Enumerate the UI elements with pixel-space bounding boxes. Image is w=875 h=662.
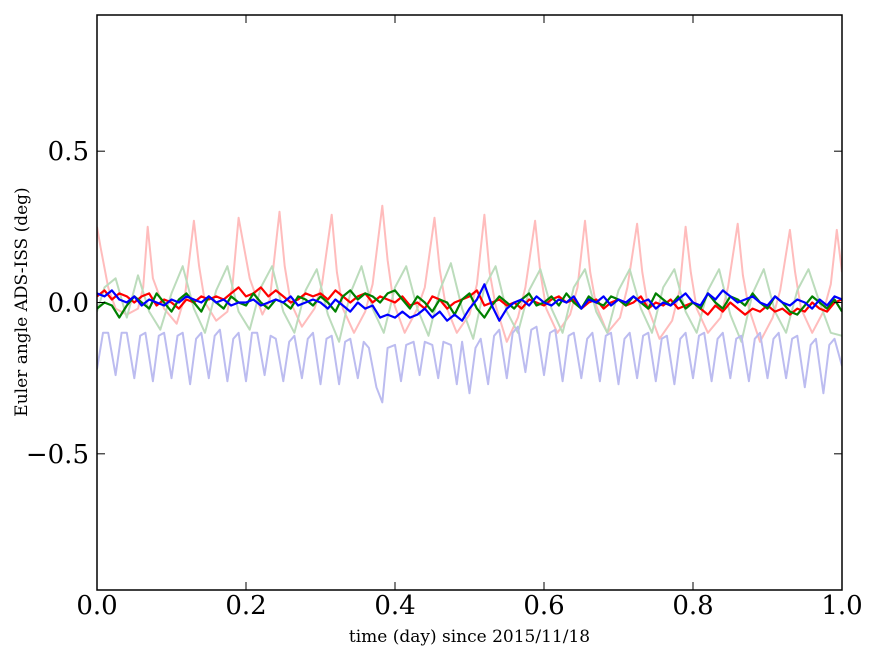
series-line-3 xyxy=(97,325,842,404)
x-tick-label: 0.2 xyxy=(225,591,266,621)
x-tick-label: 0.0 xyxy=(76,591,117,621)
x-tick-label: 0.4 xyxy=(374,591,415,621)
x-tick-label: 0.8 xyxy=(672,591,713,621)
series-line-6 xyxy=(97,283,842,322)
y-axis-label: Euler angle ADS-ISS (deg) xyxy=(12,187,32,416)
series-layer xyxy=(97,204,842,404)
series-line-4 xyxy=(97,286,842,316)
x-axis-label: time (day) since 2015/11/18 xyxy=(349,627,590,647)
y-tick-label: −0.5 xyxy=(26,440,89,470)
x-tick-label: 0.6 xyxy=(523,591,564,621)
series-line-2 xyxy=(97,262,842,343)
y-tick-label: 0.0 xyxy=(48,289,89,319)
series-line-5 xyxy=(97,289,842,319)
y-tick-label: 0.5 xyxy=(48,137,89,167)
x-tick-label: 1.0 xyxy=(821,591,862,621)
ticks-layer: 0.0 0.2 0.4 0.6 0.8 1.0 −0.5 0.0 0.5 xyxy=(26,15,863,621)
